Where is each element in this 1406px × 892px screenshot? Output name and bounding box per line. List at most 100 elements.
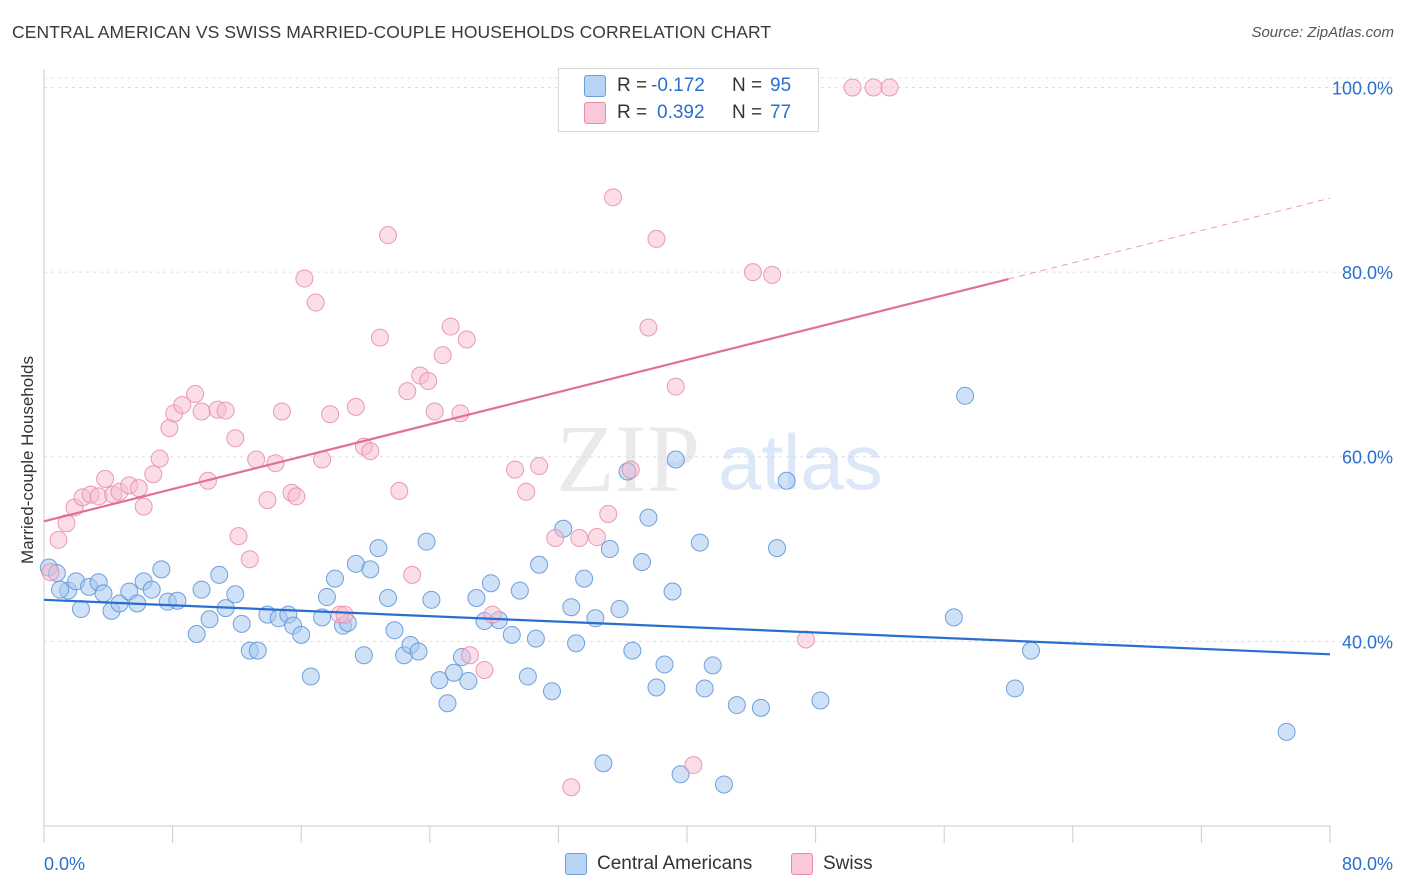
data-point	[142, 580, 161, 599]
data-point	[444, 663, 463, 682]
legend-item-central-americans[interactable]: Central Americans	[565, 852, 752, 876]
data-point	[1005, 679, 1024, 698]
axes	[43, 69, 1331, 843]
data-point	[684, 756, 703, 775]
data-point	[369, 539, 388, 558]
data-point	[379, 588, 398, 607]
data-point	[632, 552, 651, 571]
legend-swatch-blue	[584, 75, 606, 97]
x-tick-label: 80.0%	[1342, 854, 1393, 874]
data-point	[610, 600, 629, 619]
data-point	[460, 646, 479, 665]
chart-title: CENTRAL AMERICAN VS SWISS MARRIED-COUPLE…	[12, 22, 772, 42]
data-point	[690, 533, 709, 552]
data-point	[647, 678, 666, 697]
data-point	[880, 78, 899, 97]
data-point	[695, 679, 714, 698]
data-point	[811, 691, 830, 710]
data-point	[562, 598, 581, 617]
r-value: -0.172	[651, 75, 705, 96]
data-point	[292, 625, 311, 644]
data-point	[441, 317, 460, 336]
data-point	[459, 672, 478, 691]
x-tick-label: 0.0%	[44, 854, 85, 874]
r-value: 0.392	[657, 102, 705, 123]
y-tick-label: 60.0%	[1342, 448, 1393, 468]
data-point	[306, 293, 325, 312]
data-point	[1277, 722, 1296, 741]
data-point	[621, 460, 640, 479]
data-point	[703, 656, 722, 675]
data-point	[530, 555, 549, 574]
data-point	[505, 460, 524, 479]
data-point	[777, 471, 796, 490]
data-point	[655, 655, 674, 674]
trend-lines	[43, 197, 1331, 656]
data-point	[530, 456, 549, 475]
data-point	[639, 318, 658, 337]
data-point	[526, 629, 545, 648]
legend-item-swiss[interactable]: Swiss	[791, 852, 873, 876]
data-point	[483, 605, 502, 624]
data-point	[843, 78, 862, 97]
data-point	[1022, 641, 1041, 660]
stats-legend: R = -0.172 N = 95 R = 0.392 N = 77	[558, 68, 819, 132]
data-point	[956, 386, 975, 405]
data-point	[502, 625, 521, 644]
data-point	[663, 582, 682, 601]
data-point	[422, 590, 441, 609]
data-point	[433, 346, 452, 365]
n-value: 77	[770, 102, 792, 123]
data-point	[96, 469, 115, 488]
data-point	[192, 580, 211, 599]
data-point	[361, 442, 380, 461]
n-label: N =	[732, 75, 763, 96]
data-point	[546, 528, 565, 547]
legend-swatch-pink	[791, 853, 813, 875]
data-point	[743, 263, 762, 282]
data-point	[438, 694, 457, 713]
data-point	[457, 330, 476, 349]
data-point	[567, 634, 586, 653]
data-point	[639, 508, 658, 527]
legend-label: Swiss	[823, 853, 873, 874]
data-point	[409, 642, 428, 661]
data-point	[71, 600, 90, 619]
data-point	[134, 497, 153, 516]
data-point	[301, 667, 320, 686]
data-point	[768, 539, 787, 558]
data-point	[587, 528, 606, 547]
data-point	[398, 382, 417, 401]
n-value: 95	[770, 75, 792, 96]
data-point	[666, 450, 685, 469]
data-point	[763, 265, 782, 284]
data-point	[295, 269, 314, 288]
data-point	[346, 397, 365, 416]
data-point	[796, 630, 815, 649]
data-point	[562, 778, 581, 797]
data-point	[192, 402, 211, 421]
data-point	[144, 465, 163, 484]
r-label: R =	[617, 75, 648, 96]
data-point	[216, 401, 235, 420]
data-point	[210, 565, 229, 584]
data-point	[379, 226, 398, 245]
data-point	[272, 402, 291, 421]
data-point	[94, 584, 113, 603]
data-point	[152, 560, 171, 579]
data-point	[403, 565, 422, 584]
data-point	[430, 671, 449, 690]
data-point	[647, 229, 666, 248]
data-point	[129, 479, 148, 498]
data-point	[594, 754, 613, 773]
data-point	[481, 574, 500, 593]
n-label: N =	[732, 102, 763, 123]
data-point	[354, 646, 373, 665]
data-point	[510, 581, 529, 600]
data-point	[575, 569, 594, 588]
data-point	[335, 605, 354, 624]
y-tick-label: 80.0%	[1342, 263, 1393, 283]
tick-labels: 40.0% 60.0% 80.0% 100.0% 0.0% 80.0%	[44, 78, 1393, 874]
data-point	[671, 765, 690, 784]
